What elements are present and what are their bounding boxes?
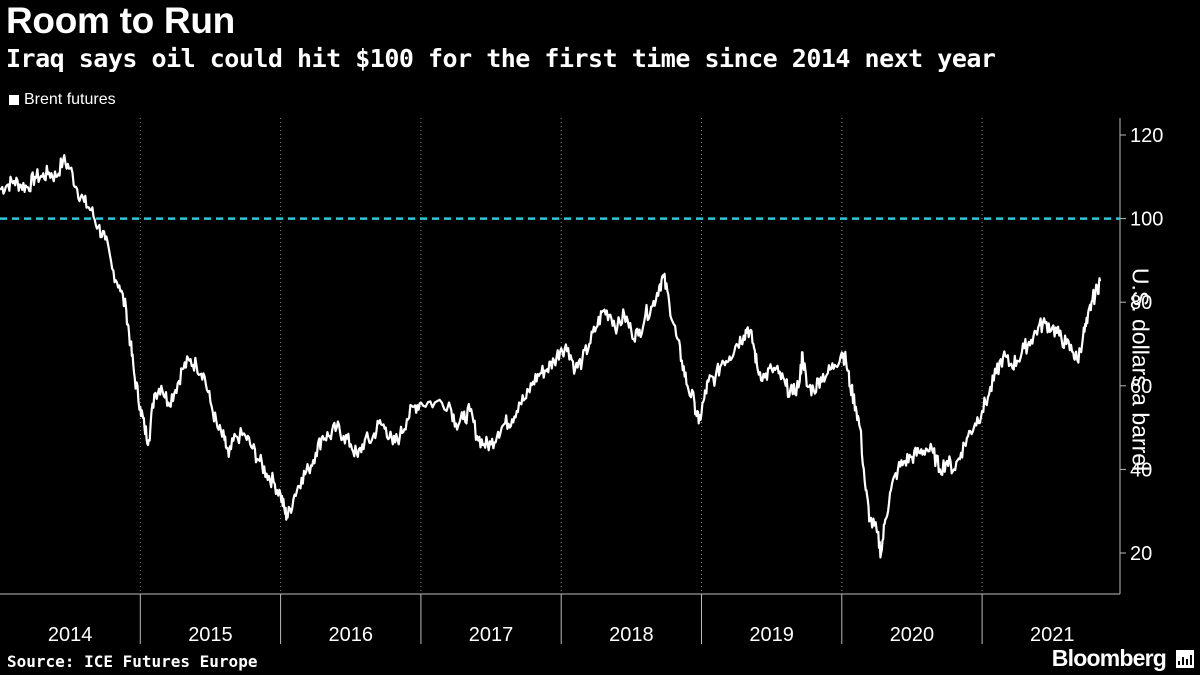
x-tick-label: 2015 bbox=[188, 624, 233, 646]
y-tick-label: 80 bbox=[1130, 292, 1152, 314]
legend-swatch bbox=[9, 95, 19, 105]
chart-subtitle: Iraq says oil could hit $100 for the fir… bbox=[6, 44, 996, 73]
y-tick-label: 100 bbox=[1130, 209, 1163, 231]
y-tick-label: 60 bbox=[1130, 376, 1152, 398]
y-tick-label: 120 bbox=[1130, 125, 1163, 147]
x-tick-label: 2018 bbox=[609, 624, 654, 646]
x-tick-label: 2019 bbox=[749, 624, 794, 646]
series-line-brent bbox=[0, 154, 1102, 559]
y-tick-label: 20 bbox=[1130, 543, 1152, 565]
x-tick-label: 2017 bbox=[469, 624, 514, 646]
chart-title: Room to Run bbox=[6, 0, 235, 41]
legend: Brent futures bbox=[9, 91, 116, 109]
x-tick-label: 2021 bbox=[1030, 624, 1075, 646]
x-tick-label: 2020 bbox=[890, 624, 935, 646]
bar-chart-icon bbox=[1176, 650, 1194, 668]
legend-label: Brent futures bbox=[24, 91, 116, 108]
bloomberg-logo: Bloomberg bbox=[1051, 645, 1167, 671]
y-axis-label: U.S. dollars a barrel bbox=[1127, 267, 1154, 472]
x-tick-label: 2014 bbox=[48, 624, 93, 646]
source-note: Source: ICE Futures Europe bbox=[7, 652, 258, 671]
y-tick-label: 40 bbox=[1130, 459, 1152, 481]
x-tick-label: 2016 bbox=[329, 624, 374, 646]
